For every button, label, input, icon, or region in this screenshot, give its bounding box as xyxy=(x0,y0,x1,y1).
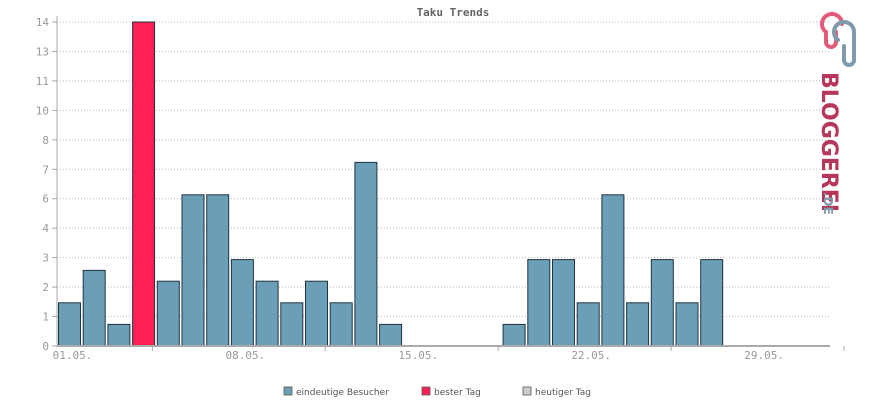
y-tick-label: 2 xyxy=(42,281,49,294)
brand-suffix: .DE xyxy=(821,192,835,215)
y-tick-label: 13 xyxy=(36,45,49,58)
bar xyxy=(576,302,600,347)
bar xyxy=(305,280,328,347)
legend-label: eindeutige Besucher xyxy=(296,388,389,398)
bar xyxy=(280,302,304,347)
bar xyxy=(626,302,650,347)
bar xyxy=(206,194,230,347)
x-tick-label: 15.05. xyxy=(398,349,438,362)
bar xyxy=(552,259,575,347)
bar xyxy=(255,280,279,347)
bar xyxy=(58,302,81,347)
x-tick-label: 01.05. xyxy=(53,349,93,362)
bar xyxy=(107,323,131,347)
y-tick-label: 6 xyxy=(42,193,49,206)
grid xyxy=(52,21,830,347)
bars xyxy=(58,21,724,347)
bar xyxy=(230,259,254,347)
bar xyxy=(700,259,724,347)
bar xyxy=(527,259,551,347)
bar xyxy=(156,280,180,347)
bar xyxy=(181,194,205,347)
y-tick-label: 14 xyxy=(36,16,50,29)
legend-label: bester Tag xyxy=(434,388,481,398)
bar xyxy=(601,194,625,347)
axes xyxy=(56,16,830,347)
y-tick-label: 1 xyxy=(42,311,49,324)
y-tick-label: 11 xyxy=(36,75,49,88)
best-day-bar xyxy=(132,21,156,347)
y-tick-label: 10 xyxy=(36,104,49,117)
legend-swatch xyxy=(522,386,532,396)
legend: eindeutige Besucher bester Tag heutiger Ta… xyxy=(283,386,591,398)
bar xyxy=(502,323,526,347)
bar xyxy=(354,161,378,347)
legend-swatch xyxy=(283,386,293,396)
y-tick-label: 8 xyxy=(42,134,49,147)
bar xyxy=(675,302,699,347)
legend-swatch xyxy=(421,386,431,396)
x-tick-label: 22.05. xyxy=(571,349,611,362)
y-tick-label: 7 xyxy=(42,163,49,176)
logo-icon xyxy=(820,12,856,67)
bar xyxy=(379,323,403,347)
y-tick-label: 0 xyxy=(42,340,49,353)
y-tick-label: 3 xyxy=(42,252,49,265)
x-tick-label: 29.05. xyxy=(744,349,784,362)
chart-title: Taku Trends xyxy=(417,6,490,19)
x-tick-label: 08.05. xyxy=(226,349,266,362)
bloggerei-logo[interactable]: BLOGGEREI .DE xyxy=(816,12,856,215)
y-tick-label: 4 xyxy=(42,222,49,235)
bar xyxy=(650,259,674,347)
x-tick-labels: 01.05. 08.05. 15.05. 22.05. 29.05. xyxy=(53,346,845,362)
bar xyxy=(82,269,106,347)
brand-name: BLOGGEREI xyxy=(816,72,841,212)
bar xyxy=(329,302,353,347)
legend-label: heutiger Tag xyxy=(535,388,591,398)
y-tick-labels: 0 1 2 3 4 6 7 8 10 11 13 14 xyxy=(36,16,50,353)
